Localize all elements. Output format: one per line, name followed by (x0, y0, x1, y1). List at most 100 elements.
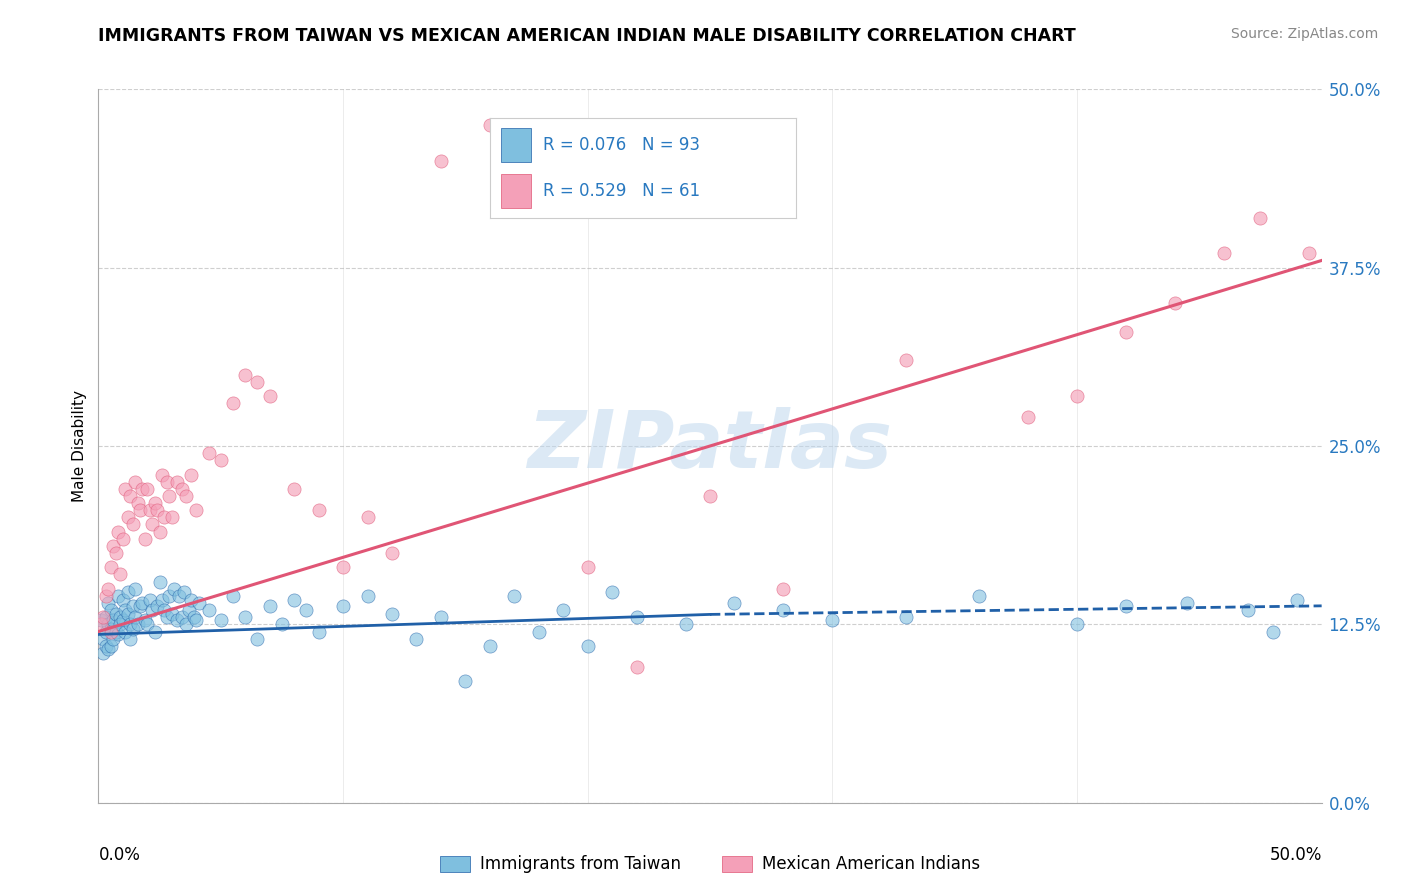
Point (675, 617, 697, 632)
Point (136, 617, 159, 632)
Point (180, 467, 202, 482)
Point (332, 599, 354, 613)
Point (143, 496, 166, 510)
Point (104, 624, 127, 639)
Point (166, 613, 188, 627)
Point (187, 596, 209, 610)
Point (107, 589, 129, 603)
Point (1175, 596, 1198, 610)
Point (101, 613, 124, 627)
Point (143, 624, 166, 639)
Point (186, 503, 208, 517)
Point (153, 510, 176, 524)
Point (197, 603, 219, 617)
Point (308, 503, 330, 517)
Y-axis label: Male Disability: Male Disability (72, 390, 87, 502)
Point (129, 599, 152, 613)
Point (699, 489, 721, 503)
Point (110, 567, 132, 582)
Point (156, 610, 179, 624)
Point (821, 613, 844, 627)
Point (295, 603, 318, 617)
Point (626, 660, 648, 674)
Point (772, 603, 794, 617)
Point (259, 599, 281, 613)
Point (114, 624, 136, 639)
Point (478, 118, 501, 132)
Point (90, 613, 112, 627)
Point (967, 589, 990, 603)
Point (94, 589, 117, 603)
Point (177, 603, 200, 617)
Point (430, 153, 453, 168)
Point (246, 375, 269, 389)
Point (117, 510, 139, 524)
Point (222, 589, 245, 603)
Point (146, 599, 169, 613)
Point (97, 596, 120, 610)
Point (600, 584, 623, 599)
Point (283, 593, 305, 607)
Point (186, 613, 208, 627)
Point (405, 632, 427, 646)
Point (104, 607, 127, 622)
Point (94, 624, 117, 639)
Point (97, 617, 120, 632)
Point (894, 353, 917, 368)
Point (381, 546, 404, 560)
Point (209, 613, 232, 627)
Point (1066, 389, 1088, 403)
Point (127, 496, 149, 510)
Point (149, 574, 172, 589)
Point (91, 632, 114, 646)
Point (1017, 410, 1039, 425)
Point (111, 613, 134, 627)
Point (157, 589, 180, 603)
Text: ZIPatlas: ZIPatlas (527, 407, 893, 485)
Point (139, 593, 162, 607)
Point (332, 560, 354, 574)
Point (139, 503, 162, 517)
Point (127, 617, 149, 632)
Point (259, 389, 281, 403)
Point (100, 624, 122, 639)
Point (180, 593, 202, 607)
Point (233, 610, 256, 624)
Point (1237, 603, 1260, 617)
Point (176, 617, 198, 632)
Point (270, 617, 294, 632)
Point (146, 503, 169, 517)
Bar (501, 174, 531, 208)
Point (100, 603, 122, 617)
Point (626, 610, 648, 624)
Point (1298, 246, 1320, 260)
Point (381, 607, 404, 622)
Point (110, 617, 132, 632)
Point (209, 453, 232, 467)
Point (91, 610, 114, 624)
Point (553, 603, 575, 617)
Point (121, 599, 143, 613)
Point (141, 603, 163, 617)
Point (150, 467, 173, 482)
Point (117, 584, 139, 599)
Point (136, 482, 159, 496)
Text: IMMIGRANTS FROM TAIWAN VS MEXICAN AMERICAN INDIAN MALE DISABILITY CORRELATION CH: IMMIGRANTS FROM TAIWAN VS MEXICAN AMERIC… (98, 27, 1076, 45)
Point (94, 610, 117, 624)
Point (110, 610, 132, 624)
Point (100, 622, 122, 636)
Point (1261, 624, 1284, 639)
Point (149, 524, 172, 539)
Text: 0.0%: 0.0% (98, 846, 141, 863)
Point (723, 596, 745, 610)
Point (134, 613, 156, 627)
Point (183, 610, 205, 624)
Point (100, 560, 122, 574)
Point (97, 582, 120, 596)
Point (246, 632, 269, 646)
Point (107, 627, 129, 641)
Point (166, 475, 188, 489)
Bar (501, 128, 531, 161)
Point (772, 582, 794, 596)
Point (120, 489, 142, 503)
